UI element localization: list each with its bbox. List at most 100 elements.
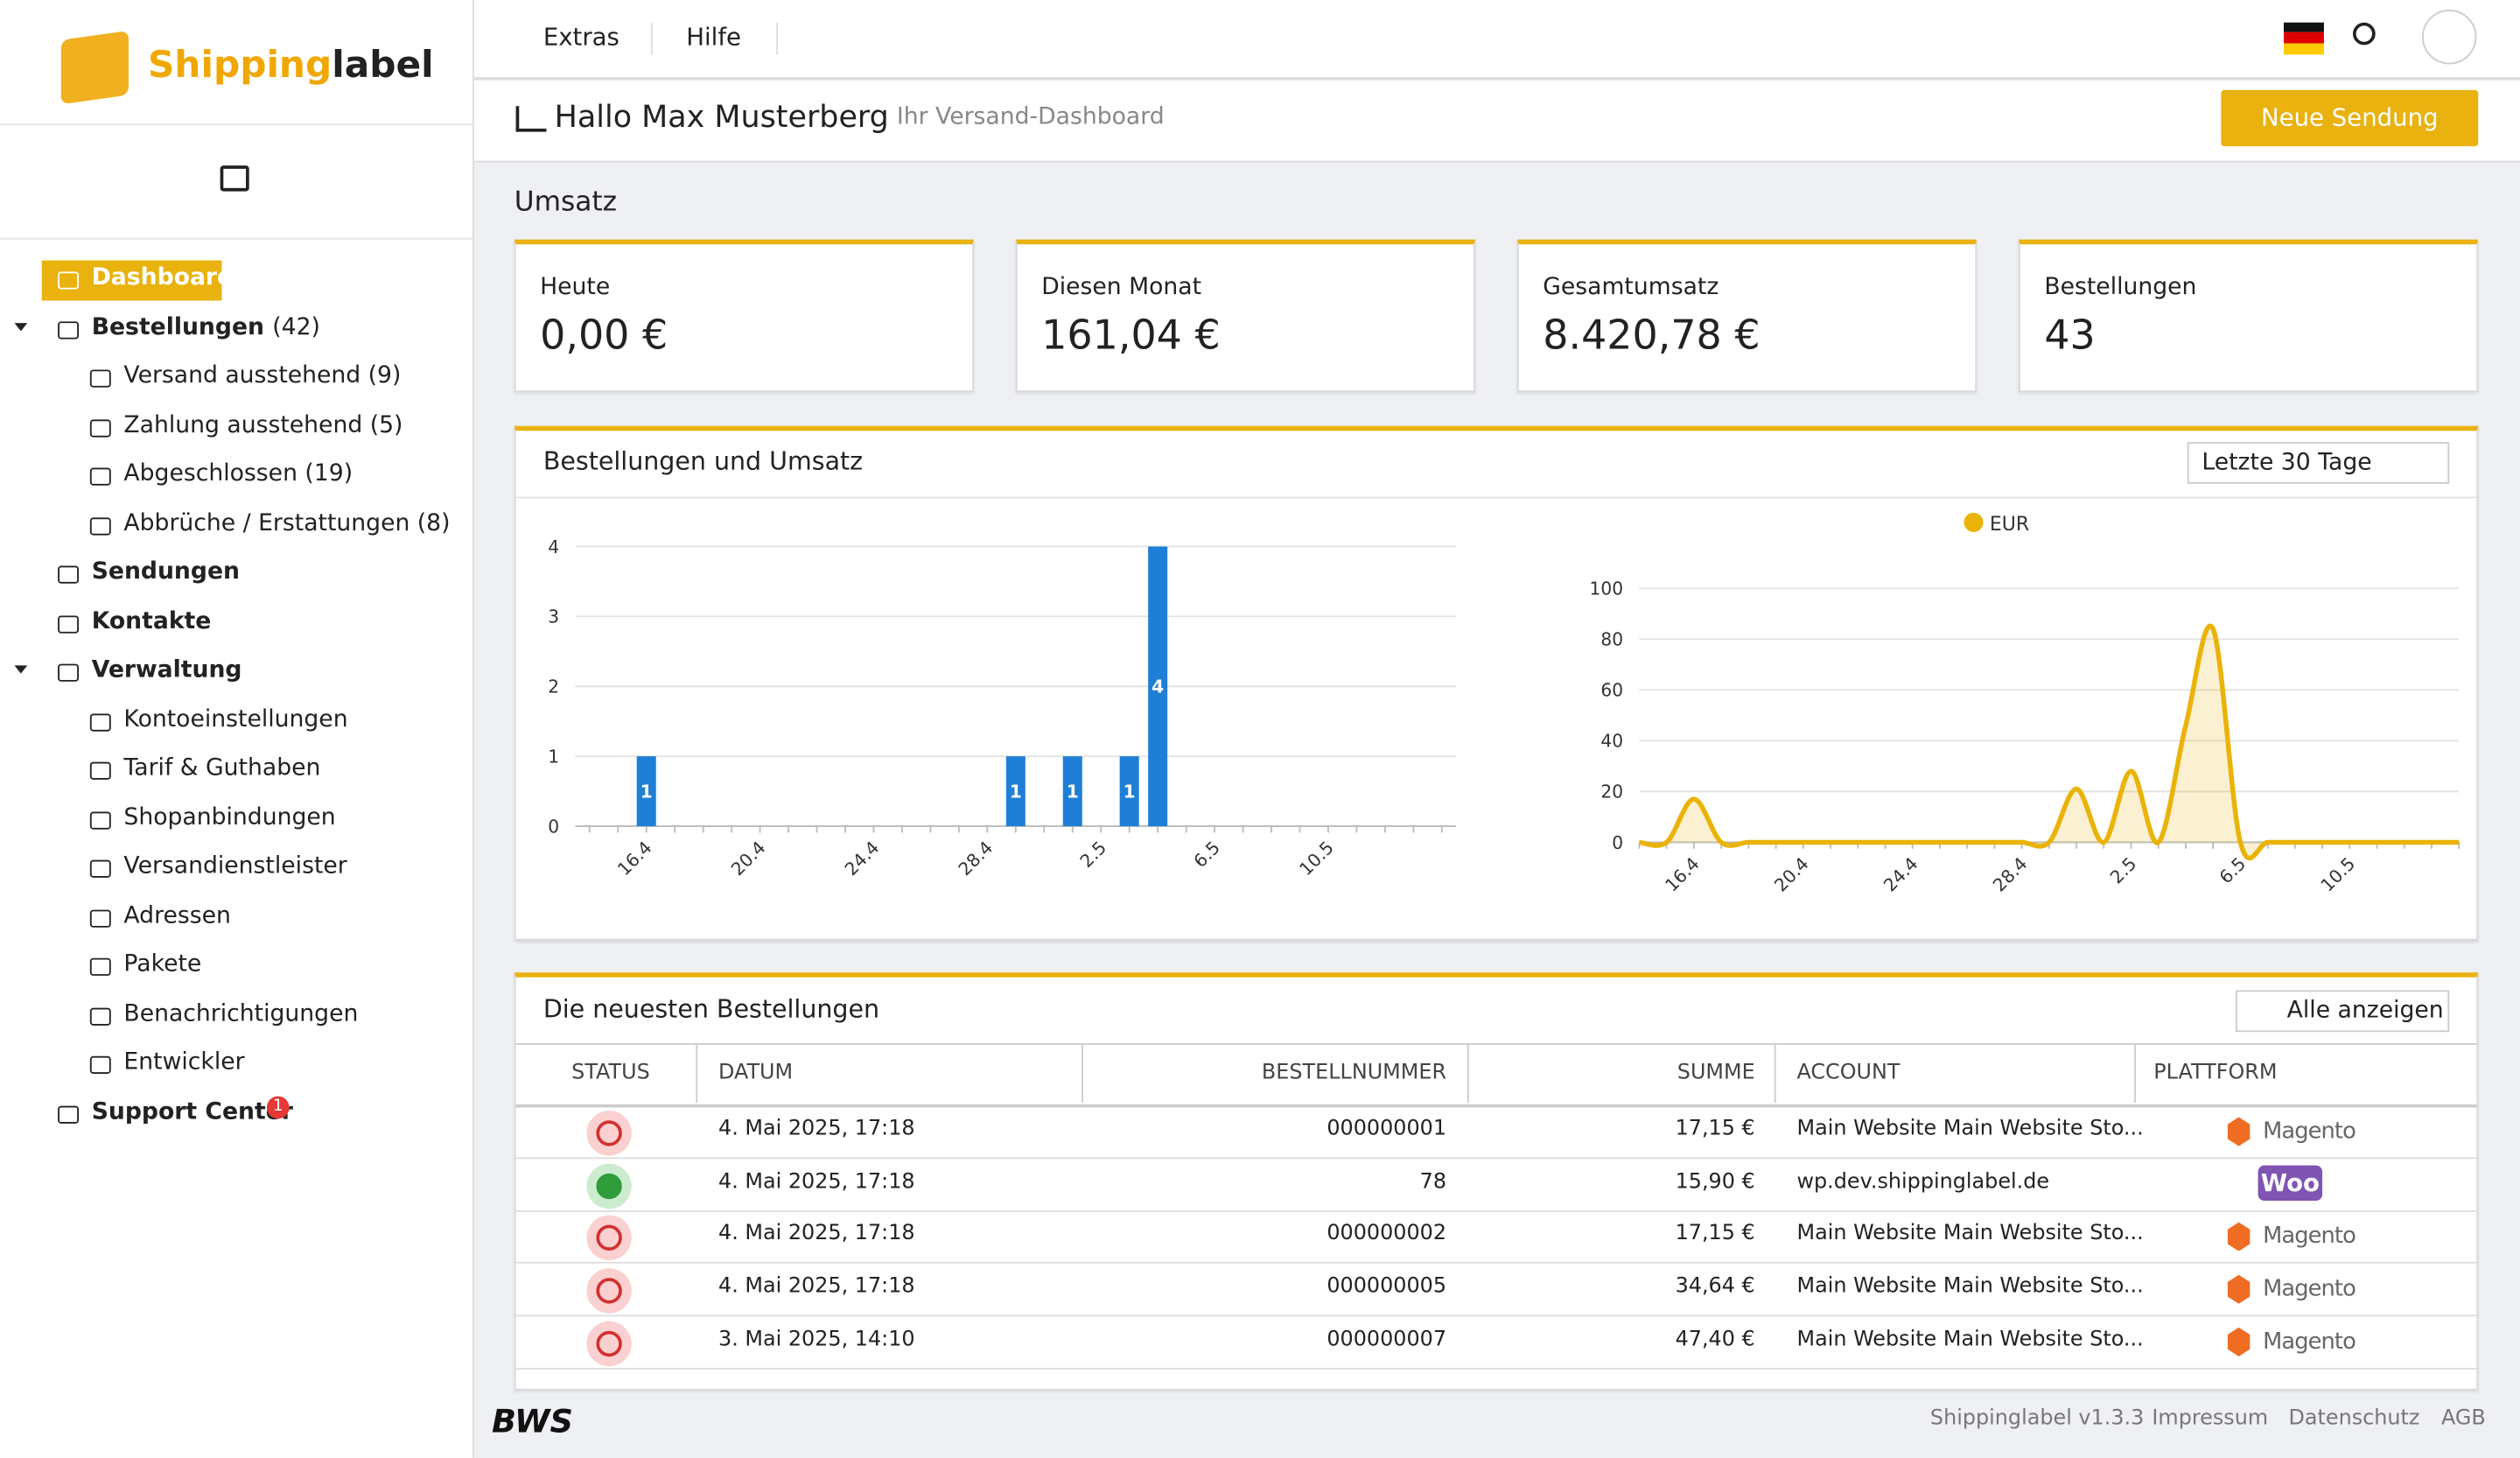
nav-item[interactable]: Verwaltung: [91, 657, 242, 683]
bar-label: 1: [1124, 781, 1136, 802]
cell: 17,15 €: [1675, 1117, 1755, 1142]
platform-name: Magento: [2263, 1328, 2356, 1355]
flag-de[interactable]: [2284, 22, 2324, 32]
nav-icon: [58, 565, 80, 584]
top-link[interactable]: Extras: [542, 22, 620, 52]
footer-link[interactable]: Datenschutz: [2288, 1406, 2420, 1431]
theme-toggle[interactable]: [2352, 22, 2376, 46]
nav-item[interactable]: Zahlung ausstehend (5): [123, 412, 403, 438]
column-separator: [1774, 1044, 1776, 1104]
nav-item[interactable]: Shopanbindungen: [123, 804, 336, 831]
top-link[interactable]: Hilfe: [686, 22, 741, 52]
nav-item[interactable]: Benachrichtigungen: [123, 1000, 359, 1027]
separator: [650, 22, 653, 55]
nav-item[interactable]: Entwickler: [123, 1049, 245, 1076]
range-select[interactable]: Letzte 30 Tage: [2187, 442, 2450, 484]
x-tick-label: 10.5: [2316, 853, 2359, 896]
bar: [1062, 756, 1082, 827]
kpi-label: Bestellungen: [2044, 275, 2197, 301]
cell: 3. Mai 2025, 14:10: [718, 1327, 915, 1352]
nav-item[interactable]: Pakete: [123, 951, 202, 978]
cell: 78: [1419, 1169, 1447, 1195]
nav-item[interactable]: Tarif & Guthaben: [123, 755, 321, 782]
column-separator: [2134, 1044, 2137, 1104]
table-header: [515, 1043, 2477, 1108]
footer-link[interactable]: Impressum: [2152, 1406, 2269, 1431]
greeting: Hallo Max Musterberg: [554, 99, 889, 136]
y-tick-label: 0: [548, 816, 559, 837]
cell: 15,90 €: [1675, 1169, 1755, 1195]
cell: 34,64 €: [1675, 1274, 1755, 1300]
nav-icon: [89, 1006, 111, 1025]
nav-item[interactable]: Support Center: [91, 1098, 293, 1125]
new-shipment-button[interactable]: Neue Sendung: [2221, 89, 2479, 147]
cell: 4. Mai 2025, 17:18: [718, 1169, 915, 1195]
nav-icon: [89, 1055, 111, 1074]
logout-button[interactable]: [2421, 10, 2477, 65]
footer-link[interactable]: AGB: [2441, 1406, 2486, 1431]
cell: 4. Mai 2025, 17:18: [718, 1274, 915, 1300]
cell: 000000007: [1326, 1327, 1447, 1352]
nav-item[interactable]: Abgeschlossen (19): [123, 461, 354, 487]
topbar: [473, 0, 2520, 81]
column-separator: [696, 1044, 698, 1104]
legend-marker: [1964, 512, 1984, 532]
x-tick-label: 6.5: [1189, 837, 1224, 872]
cell: 000000002: [1326, 1222, 1447, 1247]
bar-label: 1: [1067, 781, 1079, 802]
separator: [776, 22, 778, 55]
nav-item[interactable]: Bestellungen (42): [91, 314, 320, 340]
nav-icon: [89, 467, 111, 486]
nav-item[interactable]: Kontakte: [91, 608, 212, 634]
nav-count: (42): [272, 314, 320, 340]
cell: 000000005: [1326, 1274, 1447, 1300]
cell: Main Website Main Website Sto...: [1796, 1222, 2144, 1247]
x-tick-label: 24.4: [1880, 853, 1922, 896]
column-header[interactable]: DATUM: [718, 1061, 794, 1085]
x-tick-label: 6.5: [2216, 853, 2250, 888]
row-separator: [515, 1367, 2477, 1370]
footer-link: Shippinglabel v1.3.3: [1929, 1406, 2145, 1431]
logo-icon: [60, 30, 129, 105]
nav-item[interactable]: Versand ausstehend (9): [123, 363, 402, 389]
platform-logo: Woo: [2258, 1165, 2323, 1201]
nav-item[interactable]: Abbrüche / Erstattungen (8): [123, 510, 451, 536]
nav-item[interactable]: Sendungen: [91, 559, 240, 585]
brand: Shippinglabel: [148, 45, 434, 87]
sidebar: [0, 0, 474, 1458]
flag-de: [2284, 32, 2324, 44]
x-tick-label: 2.5: [2106, 853, 2141, 888]
nav-item[interactable]: Adressen: [123, 902, 231, 929]
nav-icon: [58, 614, 80, 633]
y-tick-label: 80: [1600, 629, 1623, 650]
nav-icon: [89, 761, 111, 780]
show-all-button[interactable]: Alle anzeigen: [2235, 990, 2450, 1033]
new-shipment-icon[interactable]: [220, 165, 249, 192]
cell: Main Website Main Website Sto...: [1796, 1274, 2144, 1300]
nav-item[interactable]: Kontoeinstellungen: [123, 706, 348, 733]
y-tick-label: 2: [548, 676, 559, 697]
orders-card: [514, 972, 2479, 1391]
bar: [1148, 546, 1168, 827]
status-glyph: [596, 1173, 622, 1199]
kpi-label: Heute: [540, 275, 611, 301]
kpi-card: [2018, 239, 2479, 393]
area: [1639, 626, 2460, 859]
column-separator: [1466, 1044, 1469, 1104]
nav-icon: [89, 712, 111, 731]
status-glyph: [596, 1225, 622, 1251]
footer-logo: BWS: [492, 1401, 574, 1440]
cell: Main Website Main Website Sto...: [1796, 1117, 2144, 1142]
x-tick-label: 20.4: [1770, 853, 1813, 896]
y-tick-label: 0: [1612, 832, 1623, 853]
x-tick-label: 2.5: [1075, 837, 1110, 872]
y-tick-label: 1: [548, 747, 559, 768]
nav-item[interactable]: Versandienstleister: [123, 853, 347, 880]
nav-icon: [89, 810, 111, 829]
column-header: STATUS: [571, 1061, 650, 1085]
brand-a: Shipping: [147, 45, 332, 88]
nav-item[interactable]: Dashboard: [91, 265, 234, 291]
divider: [0, 237, 473, 240]
platform-name: Magento: [2263, 1118, 2356, 1145]
